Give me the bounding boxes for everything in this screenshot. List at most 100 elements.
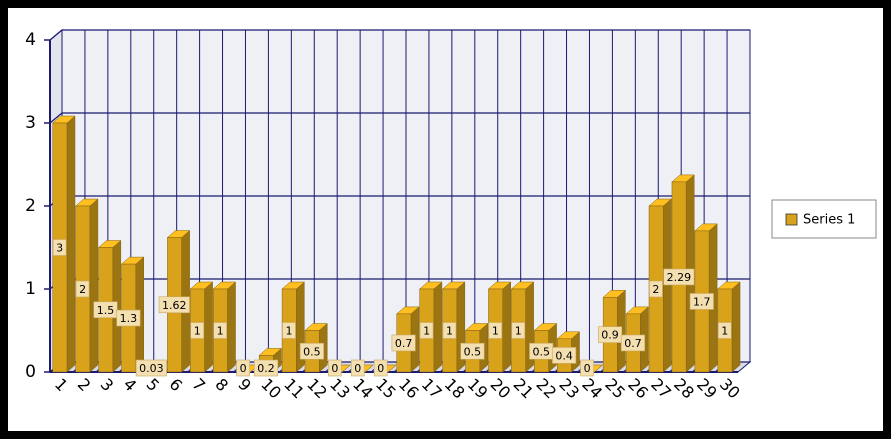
data-label: 0 [240, 362, 247, 375]
data-label: 1 [194, 325, 201, 338]
data-label-group: 0.5 [529, 342, 554, 360]
data-label-group: 1 [717, 322, 732, 339]
data-label-box [236, 359, 250, 377]
data-label-box [717, 322, 732, 339]
data-label: 0.7 [624, 337, 642, 350]
data-label: 0.4 [555, 349, 573, 362]
data-label: 1 [721, 325, 728, 338]
data-label-group: 1 [190, 322, 205, 339]
data-label-group: 1 [442, 322, 457, 339]
data-label-group: 2.29 [663, 268, 695, 286]
data-label-box [597, 326, 623, 343]
data-label-group: 1.7 [689, 293, 714, 310]
data-label-box [135, 359, 167, 377]
y-tick-label: 1 [25, 279, 36, 299]
data-label: 1 [285, 325, 292, 338]
y-tick-label: 2 [25, 196, 36, 216]
bar-side [227, 281, 236, 373]
data-label-box [328, 359, 342, 377]
data-label: 0.03 [139, 362, 164, 375]
data-label-box [75, 280, 90, 298]
data-label-group: 1.3 [116, 309, 141, 327]
data-label-box [689, 293, 714, 310]
data-label-group: 0 [236, 359, 250, 377]
data-label-box [158, 296, 190, 314]
data-label-group: 0.5 [460, 342, 485, 360]
data-label-group: 0.2 [253, 359, 279, 377]
data-label: 1 [446, 325, 453, 338]
data-label-box [488, 322, 503, 339]
grid-line-side [49, 29, 63, 41]
data-label: 1.3 [120, 312, 138, 325]
data-label: 0.9 [601, 329, 619, 342]
data-label: 1.62 [162, 299, 187, 312]
data-label-box [620, 334, 646, 352]
legend-swatch [785, 213, 798, 226]
data-label-box [460, 342, 485, 360]
data-label-box [213, 322, 227, 339]
data-label: 1.7 [693, 295, 711, 308]
data-label-group: 3 [52, 239, 67, 256]
data-label-box [552, 347, 577, 364]
data-label-box [282, 322, 296, 339]
data-label: 2 [652, 283, 659, 296]
bar-side [731, 281, 741, 373]
data-label-box [190, 322, 205, 339]
data-label: 1.5 [97, 304, 115, 317]
data-label: 0.5 [532, 345, 550, 358]
data-label-box [419, 322, 434, 339]
data-label-box [442, 322, 457, 339]
data-label-box [116, 309, 141, 327]
data-label-group: 0.4 [552, 347, 577, 364]
data-label-group: 0 [373, 359, 388, 377]
bar-side [502, 281, 511, 373]
bar-side [662, 198, 672, 373]
data-label: 1 [423, 325, 430, 338]
data-label: 0 [354, 362, 361, 375]
bar-side [89, 198, 99, 373]
data-label: 0 [377, 362, 384, 375]
bar-side [66, 115, 76, 373]
data-label: 1 [515, 325, 522, 338]
data-label-group: 1 [282, 322, 296, 339]
data-label: 3 [56, 242, 63, 255]
data-label-group: 0 [350, 359, 365, 377]
bar-side [433, 281, 443, 373]
data-label: 2 [79, 283, 86, 296]
data-label-group: 1.5 [93, 301, 118, 319]
data-label-group: 0.03 [135, 359, 167, 377]
y-tick-label: 3 [25, 113, 36, 133]
data-label-group: 1 [488, 322, 503, 339]
data-label-group: 0.7 [620, 334, 646, 352]
data-label-box [52, 239, 67, 256]
data-label: 0.2 [257, 362, 275, 375]
data-label-group: 0.7 [391, 334, 416, 352]
data-label-box [580, 359, 594, 377]
data-label-group: 0.5 [299, 342, 324, 360]
data-label: 1 [217, 325, 224, 338]
data-label-group: 2 [649, 280, 663, 298]
data-label-box [299, 342, 324, 360]
y-tick-label: 4 [25, 30, 36, 50]
data-label-box [373, 359, 388, 377]
data-label-box [511, 322, 526, 339]
data-label-box [253, 359, 279, 377]
data-label-group: 0.9 [597, 326, 623, 343]
data-label-group: 2 [75, 280, 90, 298]
legend-label: Series 1 [803, 213, 855, 228]
legend: Series 1 [771, 199, 877, 239]
data-label: 0.5 [303, 345, 321, 358]
data-label-box [663, 268, 695, 286]
data-label-group: 0 [580, 359, 594, 377]
data-label-box [391, 334, 416, 352]
data-label-box [649, 280, 663, 298]
data-label: 0 [331, 362, 338, 375]
data-label-box [350, 359, 365, 377]
data-label-group: 1 [511, 322, 526, 339]
data-label-group: 1 [213, 322, 227, 339]
data-label-group: 1.62 [158, 296, 190, 314]
data-label-group: 1 [419, 322, 434, 339]
data-label: 0.5 [464, 345, 482, 358]
